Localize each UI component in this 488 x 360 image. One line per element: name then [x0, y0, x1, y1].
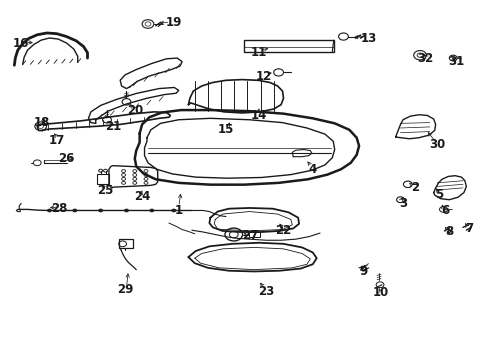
- Text: 5: 5: [434, 188, 443, 201]
- Text: 9: 9: [359, 265, 367, 278]
- Bar: [243, 40, 333, 51]
- Text: 24: 24: [134, 190, 150, 203]
- Text: 16: 16: [13, 37, 29, 50]
- Text: 19: 19: [165, 16, 182, 29]
- Text: 27: 27: [242, 229, 258, 242]
- Text: 1: 1: [174, 204, 183, 217]
- Text: 25: 25: [97, 184, 114, 197]
- Text: 15: 15: [217, 123, 234, 136]
- Text: 8: 8: [444, 225, 452, 238]
- Circle shape: [47, 209, 51, 212]
- Text: 7: 7: [465, 222, 473, 235]
- Text: 20: 20: [126, 104, 142, 117]
- Circle shape: [171, 209, 175, 212]
- Text: 14: 14: [250, 109, 267, 122]
- Circle shape: [99, 209, 102, 212]
- Text: 13: 13: [360, 32, 376, 45]
- Text: 30: 30: [428, 138, 444, 150]
- Text: 22: 22: [275, 224, 291, 237]
- Text: 12: 12: [255, 69, 272, 82]
- Text: 3: 3: [398, 197, 406, 210]
- Text: 31: 31: [447, 55, 464, 68]
- Text: 10: 10: [372, 287, 388, 300]
- Text: 23: 23: [258, 285, 274, 298]
- Text: 18: 18: [34, 116, 50, 129]
- Text: 21: 21: [104, 120, 121, 133]
- Text: 29: 29: [117, 283, 133, 296]
- Circle shape: [413, 50, 426, 60]
- Text: 32: 32: [416, 51, 432, 64]
- Circle shape: [150, 209, 154, 212]
- Bar: [119, 239, 133, 248]
- Circle shape: [124, 209, 128, 212]
- Text: 6: 6: [440, 204, 448, 217]
- Text: 26: 26: [58, 152, 75, 165]
- Text: 17: 17: [48, 134, 65, 147]
- Bar: [97, 174, 109, 184]
- Circle shape: [73, 209, 77, 212]
- Bar: [249, 232, 260, 237]
- Text: 4: 4: [308, 163, 316, 176]
- Text: 28: 28: [51, 202, 67, 215]
- Circle shape: [224, 228, 242, 241]
- Text: 2: 2: [410, 181, 418, 194]
- Text: 11: 11: [250, 46, 267, 59]
